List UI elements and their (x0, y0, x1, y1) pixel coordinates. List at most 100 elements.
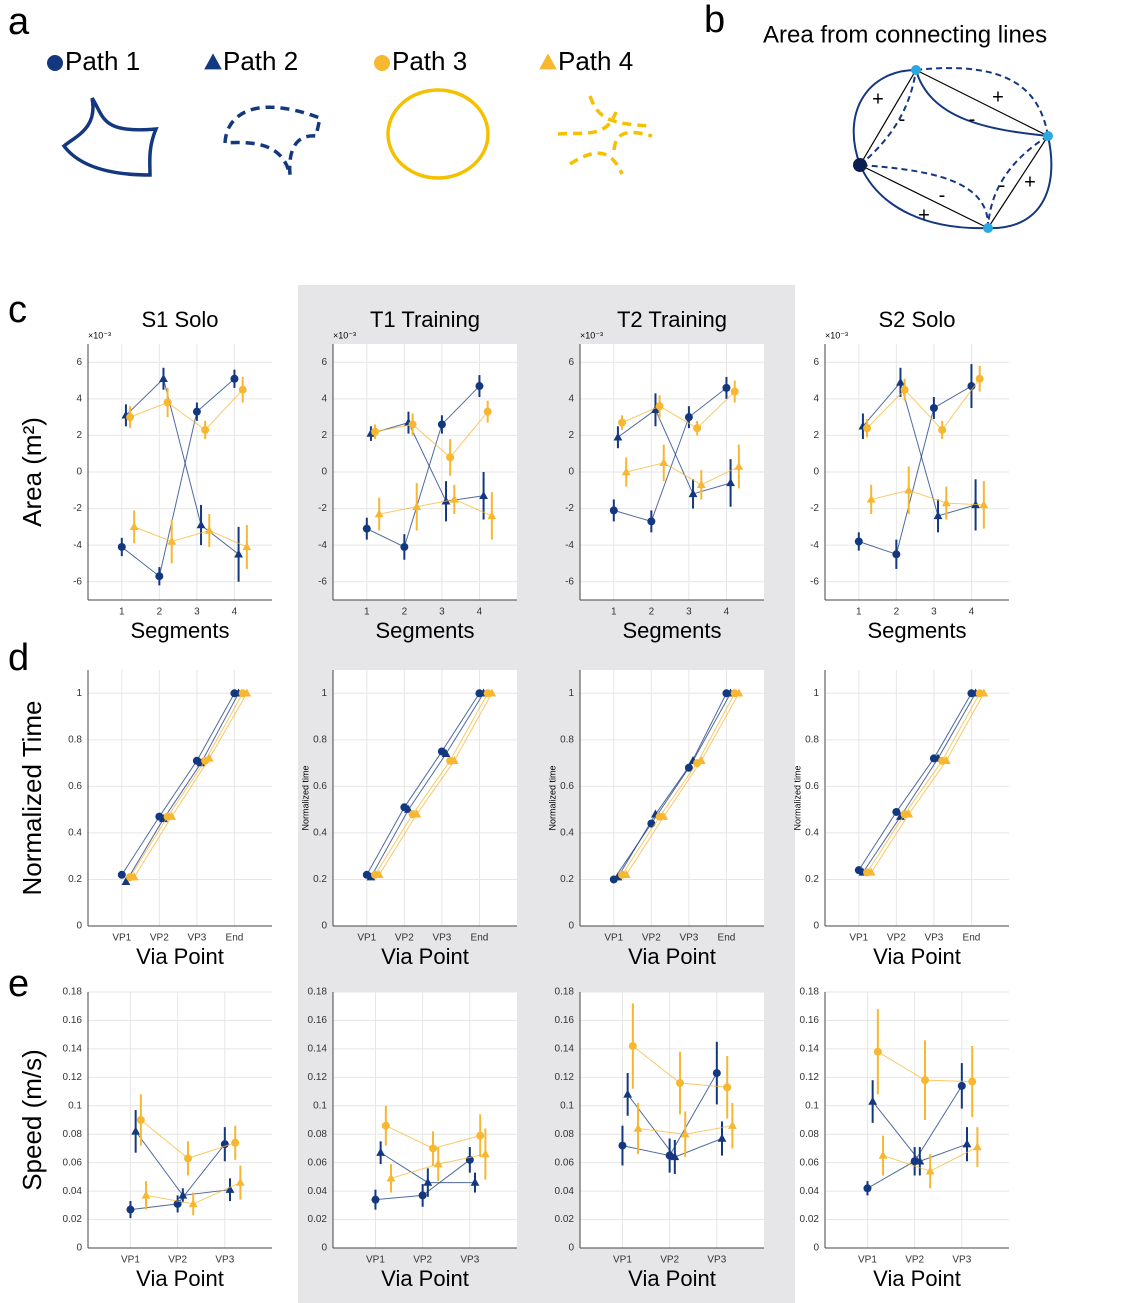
marker-triangle (374, 509, 384, 518)
marker-triangle (441, 748, 451, 757)
marker-circle (362, 524, 371, 533)
x-axis-label: Via Point (628, 1266, 716, 1291)
marker-triangle (470, 1177, 480, 1186)
y-tick-label: 0.1 (313, 1100, 327, 1111)
diagram-node (911, 65, 921, 75)
marker-circle (863, 424, 872, 433)
chart: 1 2 3 4 -6 -4 -2 0 2 4 6 T1 Training ×10⁻³ Segments (318, 307, 517, 643)
marker-triangle (412, 501, 422, 510)
series-line (613, 387, 727, 522)
sign: + (1024, 171, 1036, 193)
x-tick-label: 3 (439, 607, 445, 618)
series-line (625, 693, 740, 876)
plot-area (825, 992, 1009, 1248)
marker-circle (201, 425, 210, 434)
marker-circle (408, 420, 417, 429)
connecting-lines (859, 69, 1049, 229)
marker-circle (693, 424, 702, 433)
y-tick-label: 0.2 (313, 874, 327, 885)
marker-triangle (717, 1133, 727, 1142)
y-tick-label: 2 (813, 430, 819, 441)
y-tick-label: 0.02 (308, 1214, 328, 1225)
marker-triangle (962, 1139, 972, 1148)
y-tick-label: -6 (318, 576, 327, 587)
x-axis-label: Via Point (136, 944, 224, 969)
marker-circle (381, 1121, 390, 1130)
plot-area (580, 992, 764, 1248)
y-tick-label: 0.14 (63, 1044, 83, 1055)
path-shapes (61, 88, 653, 180)
y-tick-label: -2 (318, 503, 327, 514)
marker-circle (712, 1069, 721, 1078)
marker-triangle (441, 496, 451, 505)
y-tick-label: 0.02 (800, 1214, 820, 1225)
y-tick-label: 0.2 (560, 874, 574, 885)
y-tick-label: 0.18 (308, 987, 328, 998)
x-tick-label: 3 (194, 607, 200, 618)
x-tick-label: VP2 (905, 1255, 924, 1266)
series-line (374, 693, 489, 876)
x-tick-label: 4 (477, 607, 483, 618)
marker-circle (476, 1131, 485, 1140)
series-line (617, 409, 731, 495)
y-tick-label: 0.14 (308, 1044, 328, 1055)
y-tick-label: -2 (73, 503, 82, 514)
marker-triangle (242, 688, 252, 697)
series-line (870, 693, 985, 873)
marker-triangle (167, 536, 177, 545)
x-tick-label: 1 (119, 607, 125, 618)
x-tick-label: VP1 (121, 1255, 140, 1266)
curve (859, 164, 990, 229)
marker-triangle (972, 1142, 982, 1151)
y-tick-label: 4 (76, 393, 82, 404)
marker-triangle (487, 511, 497, 520)
y-tick-label: 0.6 (805, 781, 819, 792)
marker-circle (609, 506, 618, 515)
sign: + (918, 204, 930, 226)
marker-circle (475, 382, 484, 391)
y-tick-label: 0 (813, 1243, 819, 1254)
x-axis-label: Via Point (381, 944, 469, 969)
marker-triangle (366, 872, 376, 881)
y-tick-label: 0.14 (555, 1044, 575, 1055)
x-tick-label: VP2 (168, 1255, 187, 1266)
y-axis-label: Area (m²) (17, 417, 47, 527)
y-tick-label: 2 (568, 430, 574, 441)
legend-label: Path 3 (392, 46, 467, 76)
x-axis-label: Via Point (136, 1266, 224, 1291)
marker-triangle (479, 490, 488, 499)
y-tick-label: 4 (568, 393, 574, 404)
marker-circle (483, 407, 492, 416)
marker-circle (628, 1042, 637, 1051)
y-axis-label: Speed (m/s) (17, 1049, 47, 1191)
marker-triangle (188, 1199, 198, 1208)
y-tick-label: 0.08 (555, 1129, 575, 1140)
y-tick-label: -6 (810, 576, 819, 587)
marker-triangle (196, 520, 206, 529)
y-tick-label: 0.6 (313, 781, 327, 792)
marker-triangle (979, 688, 989, 697)
marker-circle (655, 402, 664, 411)
y-exponent: ×10⁻³ (825, 330, 848, 340)
marker-circle (117, 542, 126, 551)
sign: + (872, 88, 884, 110)
marker-circle (873, 1047, 882, 1056)
x-tick-label: VP2 (150, 933, 169, 944)
y-tick-label: 0.02 (555, 1214, 575, 1225)
series-line (862, 381, 976, 517)
y-tick-label: 0 (568, 921, 574, 932)
marker-circle (854, 537, 863, 546)
marker-circle (618, 418, 627, 427)
sign: - (969, 108, 976, 130)
y-tick-label: 0.8 (805, 734, 819, 745)
y-tick-label: 0.4 (313, 828, 327, 839)
panel-label: a (8, 1, 30, 43)
sign: - (939, 184, 946, 206)
x-tick-label: End (226, 933, 244, 944)
y-tick-label: 0.04 (308, 1186, 328, 1197)
marker-circle (184, 1154, 193, 1163)
x-tick-label: VP3 (952, 1255, 971, 1266)
marker-triangle (696, 480, 706, 488)
y-tick-label: -4 (810, 540, 819, 551)
